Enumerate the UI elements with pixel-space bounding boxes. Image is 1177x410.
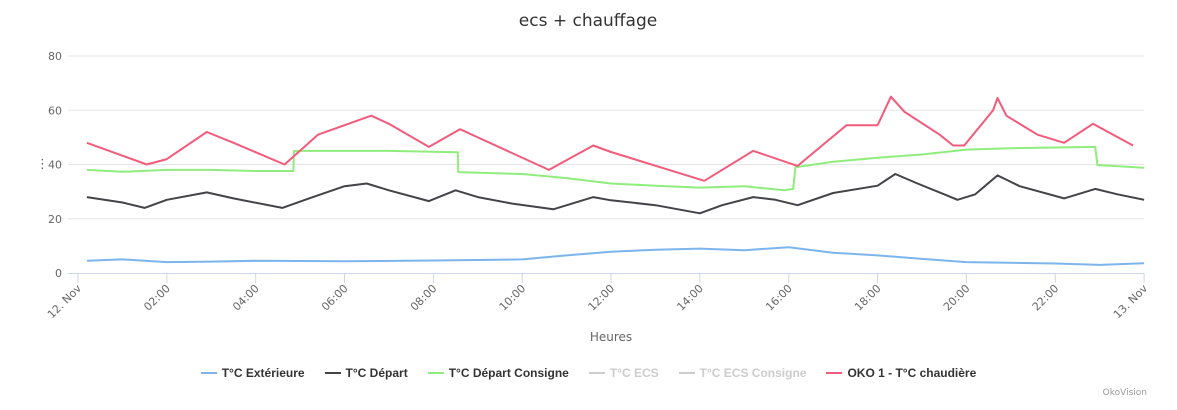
x-tick-label: 12:00	[586, 282, 618, 314]
x-tick-label: 16:00	[763, 282, 795, 314]
legend-label: T°C ECS Consigne	[699, 366, 807, 380]
x-tick-label: 02:00	[141, 282, 173, 314]
legend-label: T°C Extérieure	[221, 366, 305, 380]
x-tick-label: 12. Nov	[45, 282, 85, 322]
legend-swatch	[826, 372, 843, 374]
legend-label: T°C ECS	[609, 366, 659, 380]
legend-label: T°C Départ Consigne	[448, 366, 569, 380]
legend-item[interactable]: OKO 1 - T°C chaudière	[826, 366, 976, 380]
series-line	[86, 145, 1145, 192]
legend-swatch	[678, 372, 695, 374]
credit[interactable]: OkoVision	[1102, 388, 1147, 398]
y-tick-label: 80	[48, 50, 62, 63]
legend-label: T°C Départ	[345, 366, 408, 380]
y-tick-label: 0	[55, 267, 62, 280]
series-line	[86, 173, 1145, 215]
y-tick-label: 20	[48, 213, 62, 226]
legend-swatch	[324, 372, 341, 374]
legend: T°C Extérieure T°C Départ T°C Départ Consi…	[0, 366, 1177, 380]
x-tick-label: 08:00	[408, 282, 440, 314]
x-axis-title: Heures	[590, 330, 632, 344]
legend-item[interactable]: T°C Extérieure	[200, 366, 305, 380]
x-tick-label: 18:00	[852, 282, 884, 314]
legend-swatch	[588, 372, 605, 374]
x-tick-label: 20:00	[941, 282, 973, 314]
x-tick-label: 06:00	[319, 282, 351, 314]
y-tick-label: 60	[48, 104, 62, 117]
legend-item[interactable]: T°C Départ Consigne	[427, 366, 569, 380]
context-menu-icon[interactable]: ⋮	[36, 157, 49, 172]
legend-swatch	[200, 372, 217, 374]
y-tick-label: 40	[48, 159, 62, 172]
x-tick-label: 10:00	[497, 282, 529, 314]
legend-item[interactable]: T°C ECS	[588, 366, 659, 380]
series-line	[86, 95, 1134, 182]
x-tick-label: 22:00	[1030, 282, 1062, 314]
x-tick-label: 14:00	[674, 282, 706, 314]
legend-label: OKO 1 - T°C chaudière	[847, 366, 977, 380]
x-tick-label: 13. Nov	[1111, 282, 1151, 322]
chart-title: ecs + chauffage	[519, 11, 657, 31]
legend-swatch	[427, 372, 444, 374]
x-tick-label: 04:00	[230, 282, 262, 314]
legend-item[interactable]: T°C ECS Consigne	[678, 366, 807, 380]
series-line	[86, 246, 1145, 266]
legend-item[interactable]: T°C Départ	[324, 366, 408, 380]
